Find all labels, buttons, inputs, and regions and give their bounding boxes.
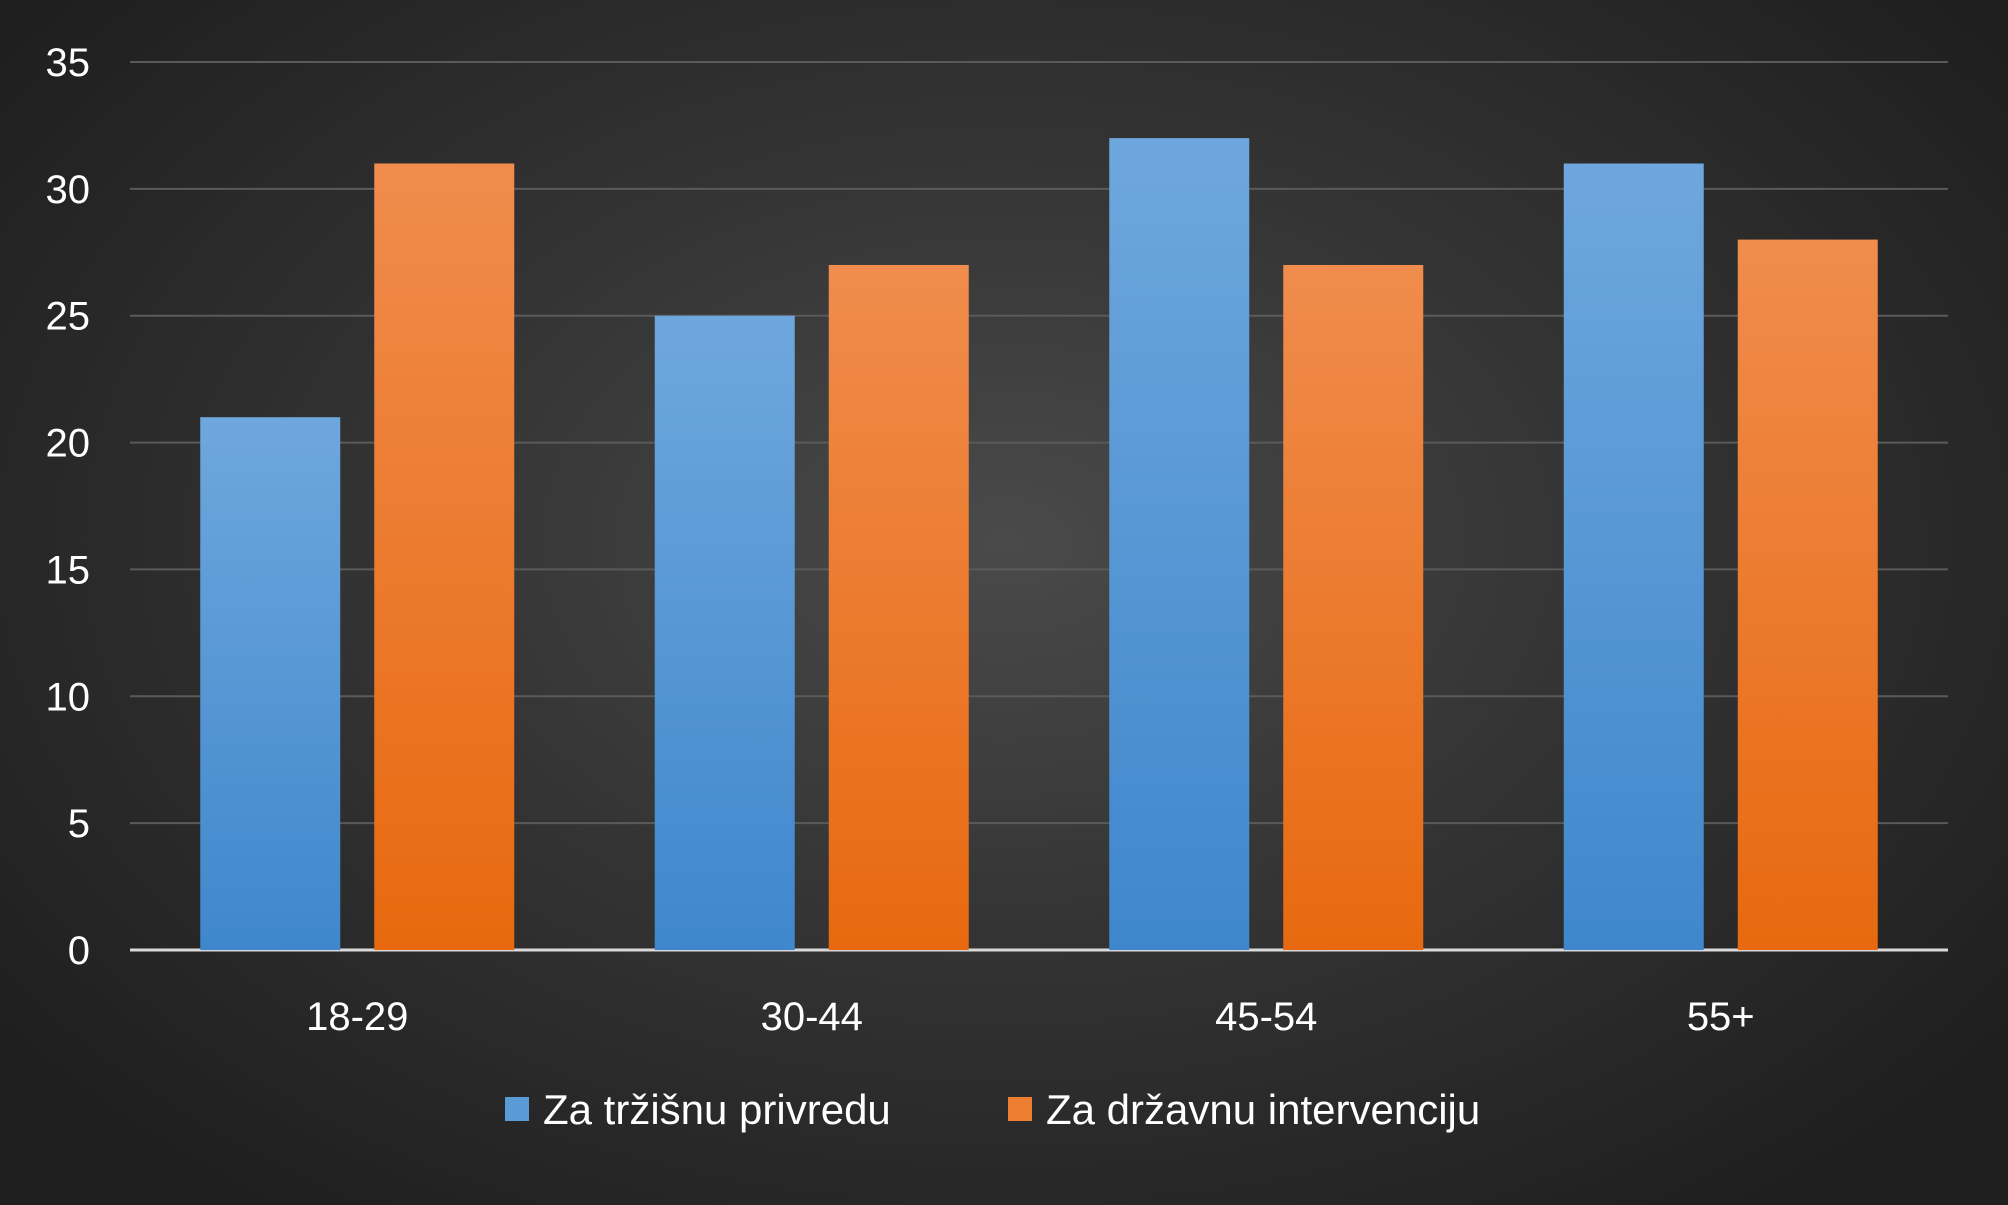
y-tick-label: 0 — [68, 929, 90, 973]
y-tick-label: 25 — [46, 295, 91, 339]
legend: Za tržišnu privredu Za državnu intervenci… — [505, 1086, 1480, 1133]
bar-market-30-44 — [654, 315, 795, 950]
y-tick-label: 30 — [46, 168, 91, 212]
legend-swatch — [505, 1097, 529, 1121]
x-tick-label: 45-54 — [1215, 995, 1317, 1039]
bar-state-18-29 — [374, 163, 515, 950]
y-tick-label: 10 — [46, 675, 91, 719]
y-tick-label: 5 — [68, 802, 90, 846]
bars — [200, 138, 1878, 951]
bar-state-55+ — [1737, 239, 1878, 951]
x-axis-ticks: 18-29 30-44 45-54 55+ — [306, 995, 1755, 1039]
bar-market-18-29 — [200, 417, 341, 950]
y-tick-label: 35 — [46, 41, 91, 85]
bar-state-45-54 — [1283, 264, 1424, 950]
legend-swatch — [1008, 1097, 1032, 1121]
y-axis-ticks: 0 5 10 15 20 25 30 35 — [46, 41, 91, 973]
legend-label: Za tržišnu privredu — [543, 1086, 891, 1133]
x-tick-label: 55+ — [1687, 995, 1755, 1039]
legend-label: Za državnu intervenciju — [1046, 1086, 1480, 1133]
y-tick-label: 15 — [46, 548, 91, 592]
x-tick-label: 18-29 — [306, 995, 408, 1039]
bar-market-45-54 — [1109, 138, 1250, 951]
y-tick-label: 20 — [46, 422, 91, 466]
bar-market-55+ — [1563, 163, 1704, 950]
x-tick-label: 30-44 — [761, 995, 863, 1039]
bar-state-30-44 — [828, 264, 969, 950]
